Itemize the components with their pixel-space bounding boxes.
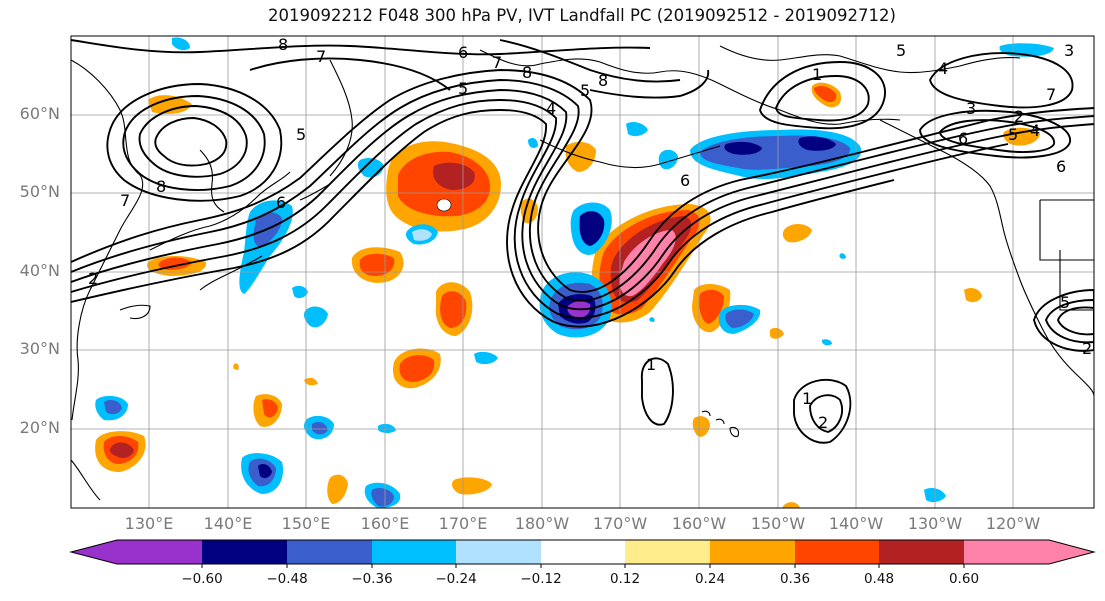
lon-label: 170°E bbox=[438, 514, 488, 533]
contour-label: 2 bbox=[818, 413, 828, 432]
contour-label: 4 bbox=[938, 59, 948, 78]
colorbar-segment bbox=[456, 540, 541, 564]
contour-label: 5 bbox=[1060, 293, 1070, 312]
map-title: 2019092212 F048 300 hPa PV, IVT Landfall… bbox=[268, 6, 896, 25]
lon-label: 170°W bbox=[592, 514, 648, 533]
colorbar-tick-label: −0.48 bbox=[266, 571, 308, 587]
lat-label: 30°N bbox=[19, 339, 60, 358]
lat-lon-grid bbox=[71, 36, 1094, 508]
colorbar-tick-label: 0.12 bbox=[609, 571, 641, 587]
lon-label: 180°W bbox=[514, 514, 570, 533]
lat-label: 50°N bbox=[19, 182, 60, 201]
contour-label: 8 bbox=[156, 177, 166, 196]
coastline-outline bbox=[71, 45, 1094, 501]
map-frame bbox=[70, 35, 1095, 509]
colorbar-segment bbox=[1049, 540, 1094, 564]
contour-label: 6 bbox=[958, 129, 968, 148]
lon-label: 140°W bbox=[828, 514, 884, 533]
map-plot-area: 8 7 6 7 8 8 5 4 1 5 3 4 2 6 5 4 6 8 7 6 … bbox=[71, 35, 1094, 508]
colorbar-segment bbox=[964, 540, 1049, 564]
colorbar-segment bbox=[202, 540, 287, 564]
contour-label: 5 bbox=[1008, 125, 1018, 144]
colorbar-tick-label: 0.60 bbox=[948, 571, 980, 587]
contour-label: 7 bbox=[120, 191, 130, 210]
lon-label: 150°W bbox=[750, 514, 806, 533]
contour-label: 4 bbox=[546, 99, 556, 118]
contour-label: 5 bbox=[458, 79, 468, 98]
colorbar bbox=[69, 539, 1096, 568]
contour-label: 7 bbox=[492, 53, 502, 72]
contour-label: 8 bbox=[522, 63, 532, 82]
lat-label: 20°N bbox=[19, 418, 60, 437]
colorbar-outline bbox=[69, 539, 1096, 565]
lon-label: 160°W bbox=[671, 514, 727, 533]
contour-label: 2 bbox=[88, 269, 98, 288]
contour-label: 7 bbox=[1046, 85, 1056, 104]
contour-label: 6 bbox=[680, 171, 690, 190]
lon-label: 150°E bbox=[281, 514, 331, 533]
lon-label: 160°E bbox=[360, 514, 410, 533]
colorbar-segment bbox=[795, 540, 879, 564]
colorbar-tick-label: 0.48 bbox=[863, 571, 895, 587]
colorbar-tick-label: −0.36 bbox=[351, 571, 393, 587]
colorbar-segment bbox=[117, 540, 202, 564]
contour-label: 5 bbox=[896, 41, 906, 60]
colorbar-tick-label: 0.36 bbox=[779, 571, 811, 587]
contour-label: 1 bbox=[812, 65, 822, 84]
contour-label: 4 bbox=[1030, 121, 1040, 140]
contour-label: 6 bbox=[276, 193, 286, 212]
contour-label: 5 bbox=[296, 125, 306, 144]
lon-label: 140°E bbox=[203, 514, 253, 533]
lat-label: 60°N bbox=[19, 104, 60, 123]
contour-label: 5 bbox=[580, 81, 590, 100]
colorbar-segment bbox=[625, 540, 710, 564]
contour-label: 2 bbox=[1014, 107, 1024, 126]
ivt-contours bbox=[71, 39, 1094, 444]
contour-labels: 8 7 6 7 8 8 5 4 1 5 3 4 2 6 5 4 6 8 7 6 … bbox=[88, 35, 1092, 432]
contour-label: 8 bbox=[598, 71, 608, 90]
lat-label: 40°N bbox=[19, 261, 60, 280]
contour-label: 7 bbox=[316, 47, 326, 66]
colorbar-segment bbox=[879, 540, 964, 564]
colorbar-segment bbox=[541, 540, 625, 564]
contour-label: 6 bbox=[458, 43, 468, 62]
colorbar-segment bbox=[287, 540, 372, 564]
lon-label: 120°W bbox=[985, 514, 1041, 533]
colorbar-tick-label: −0.24 bbox=[435, 571, 477, 587]
colorbar-segment bbox=[372, 540, 456, 564]
contour-label: 3 bbox=[1064, 41, 1074, 60]
contour-label: 1 bbox=[802, 389, 812, 408]
colorbar-tick-label: −0.12 bbox=[520, 571, 562, 587]
lon-label: 130°E bbox=[124, 514, 174, 533]
contour-label: 2 bbox=[1082, 339, 1092, 358]
contour-label: 3 bbox=[966, 99, 976, 118]
lon-label: 130°W bbox=[907, 514, 963, 533]
colorbar-segment bbox=[71, 540, 117, 564]
contour-label: 1 bbox=[646, 355, 656, 374]
contour-label: 6 bbox=[1056, 157, 1066, 176]
colorbar-tick-label: −0.60 bbox=[181, 571, 223, 587]
contour-label: 8 bbox=[278, 35, 288, 54]
colorbar-tick-label: 0.24 bbox=[694, 571, 726, 587]
colorbar-segment bbox=[710, 540, 795, 564]
